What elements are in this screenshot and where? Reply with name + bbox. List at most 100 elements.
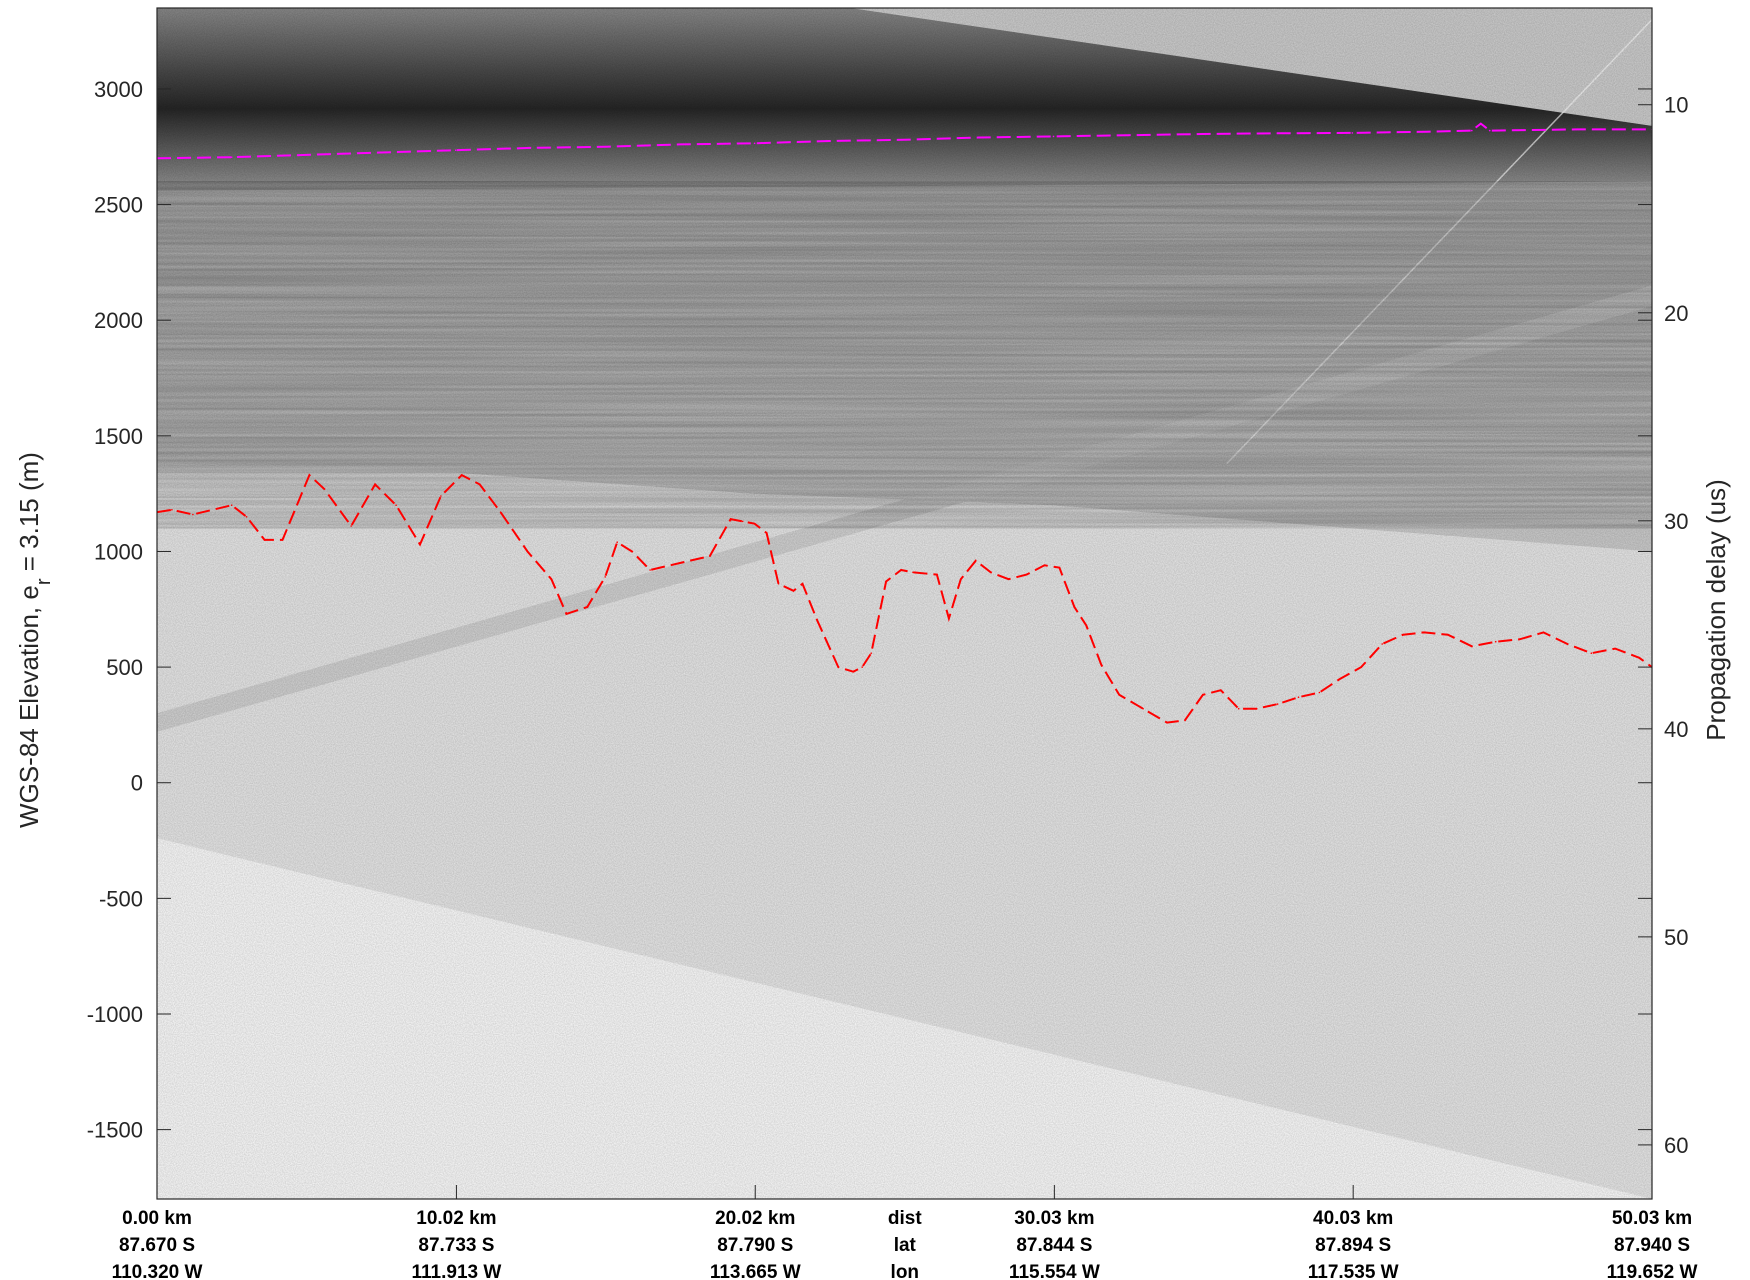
series-1-point xyxy=(1202,694,1204,696)
y2-tick-label: 60 xyxy=(1664,1133,1688,1158)
series-1-point xyxy=(1423,631,1425,634)
y-tick-label: 2000 xyxy=(94,308,143,333)
x-tick-label-dist: 30.03 km xyxy=(1014,1208,1094,1229)
series-1-point xyxy=(1073,606,1076,608)
series-1-point xyxy=(753,522,756,525)
series-1-point xyxy=(1166,721,1168,724)
series-1-point xyxy=(816,620,819,622)
series-1-point xyxy=(1255,707,1258,710)
series-0-point xyxy=(380,151,382,154)
x-tick-label-lat: 87.940 S xyxy=(1614,1235,1690,1256)
x-tick-label-lat: 87.844 S xyxy=(1016,1235,1092,1256)
series-1-point xyxy=(1085,624,1088,627)
series-1-point xyxy=(395,504,397,507)
series-1-point xyxy=(1297,696,1300,698)
series-0-point xyxy=(455,149,457,151)
series-1-point xyxy=(631,550,633,553)
series-1-point xyxy=(741,520,744,523)
series-0-point xyxy=(1575,128,1578,131)
x-tick-label-lon: 111.913 W xyxy=(412,1262,502,1280)
y2-tick-label: 30 xyxy=(1664,509,1688,534)
series-1-point xyxy=(461,474,463,476)
y-tick-label: -1000 xyxy=(87,1002,143,1027)
series-0-point xyxy=(1488,129,1491,132)
x-tick-label-lon: 117.535 W xyxy=(1308,1262,1399,1280)
series-1-point xyxy=(1025,573,1028,576)
series-1-point xyxy=(649,569,651,571)
series-0-point xyxy=(1276,132,1279,135)
series-1-point xyxy=(765,532,768,534)
y2-tick-label: 20 xyxy=(1664,301,1688,326)
series-line-1 xyxy=(157,473,1652,724)
axis-labels: 3000 2500 2000 1500 1000 500 0 -500 -1000 -1500 10… xyxy=(87,77,1698,1280)
series-1-point xyxy=(975,559,977,562)
series-1-point xyxy=(861,666,863,668)
series-1-point xyxy=(1542,631,1545,634)
y-axis-left-title-suffix: = 3.15 (m) xyxy=(14,452,44,578)
series-0-point xyxy=(679,143,681,146)
series-1-point xyxy=(1142,707,1144,710)
y-axis-right-title: Propagation delay (us) xyxy=(1701,479,1731,741)
series-1-point xyxy=(440,495,442,497)
series-1-point xyxy=(912,571,914,574)
series-1-point xyxy=(777,583,780,585)
y-axis-left-title-main: WGS-84 Elevation, e xyxy=(14,585,44,828)
series-1-point xyxy=(1494,640,1497,643)
series-1-point xyxy=(900,569,902,571)
layer-texture xyxy=(157,181,1652,529)
series-1-point xyxy=(1339,677,1342,680)
y-tick-label: 1000 xyxy=(94,539,143,564)
series-0-point xyxy=(1480,122,1482,125)
series-1-point xyxy=(478,483,481,486)
series-1-point xyxy=(837,666,840,668)
series-1-point xyxy=(729,518,732,520)
series-1-point xyxy=(171,509,173,511)
series-1-point xyxy=(263,539,266,541)
series-1-point xyxy=(1184,719,1186,722)
x-row-label-lat: lat xyxy=(894,1235,917,1256)
series-0-point xyxy=(529,147,532,149)
y2-tick-label: 50 xyxy=(1664,925,1688,950)
series-0-point xyxy=(1052,135,1055,138)
series-1-point xyxy=(1118,694,1120,696)
series-0-point xyxy=(978,136,980,139)
series-1-point xyxy=(245,516,248,518)
series-1-point xyxy=(1276,703,1279,705)
series-0-point xyxy=(753,142,756,145)
axis-ticks xyxy=(156,88,1653,1199)
y-tick-label: 500 xyxy=(106,655,143,680)
series-1-point xyxy=(323,488,326,490)
series-1-point xyxy=(709,555,711,557)
series-1-point xyxy=(1318,691,1321,694)
series-1-point xyxy=(350,525,353,527)
series-0-point xyxy=(230,156,233,158)
plot-area xyxy=(157,8,1652,1199)
series-layer xyxy=(157,122,1652,724)
x-tick-label-lon: 113.665 W xyxy=(710,1262,801,1280)
y-tick-label: 1500 xyxy=(94,424,143,449)
series-1-point xyxy=(1220,689,1222,691)
series-1-point xyxy=(1638,657,1640,659)
x-tick-label-dist: 20.02 km xyxy=(715,1208,795,1229)
y-tick-label: 3000 xyxy=(94,77,143,102)
x-tick-label-lat: 87.670 S xyxy=(119,1235,195,1256)
series-1-point xyxy=(1058,566,1061,569)
series-0-point xyxy=(1127,134,1129,136)
series-0-point xyxy=(1202,133,1204,135)
series-1-point xyxy=(960,578,962,580)
series-0-point xyxy=(828,140,831,142)
x-tick-label-lon: 115.554 W xyxy=(1009,1262,1100,1280)
series-1-point xyxy=(1566,643,1569,645)
series-1-point xyxy=(499,511,502,513)
y-tick-label: 2500 xyxy=(94,193,143,218)
series-0-point xyxy=(604,146,606,148)
x-tick-label-lat: 87.894 S xyxy=(1315,1235,1391,1256)
series-1-point xyxy=(419,543,421,546)
series-1-point xyxy=(281,539,284,541)
axes-frame xyxy=(156,7,1653,1200)
x-tick-label-lat: 87.733 S xyxy=(418,1235,494,1256)
series-0-point xyxy=(1471,129,1473,132)
y-tick-label: -500 xyxy=(99,886,143,911)
series-1-point xyxy=(1614,647,1616,650)
y-axis-left-title-sub: r xyxy=(33,578,55,585)
